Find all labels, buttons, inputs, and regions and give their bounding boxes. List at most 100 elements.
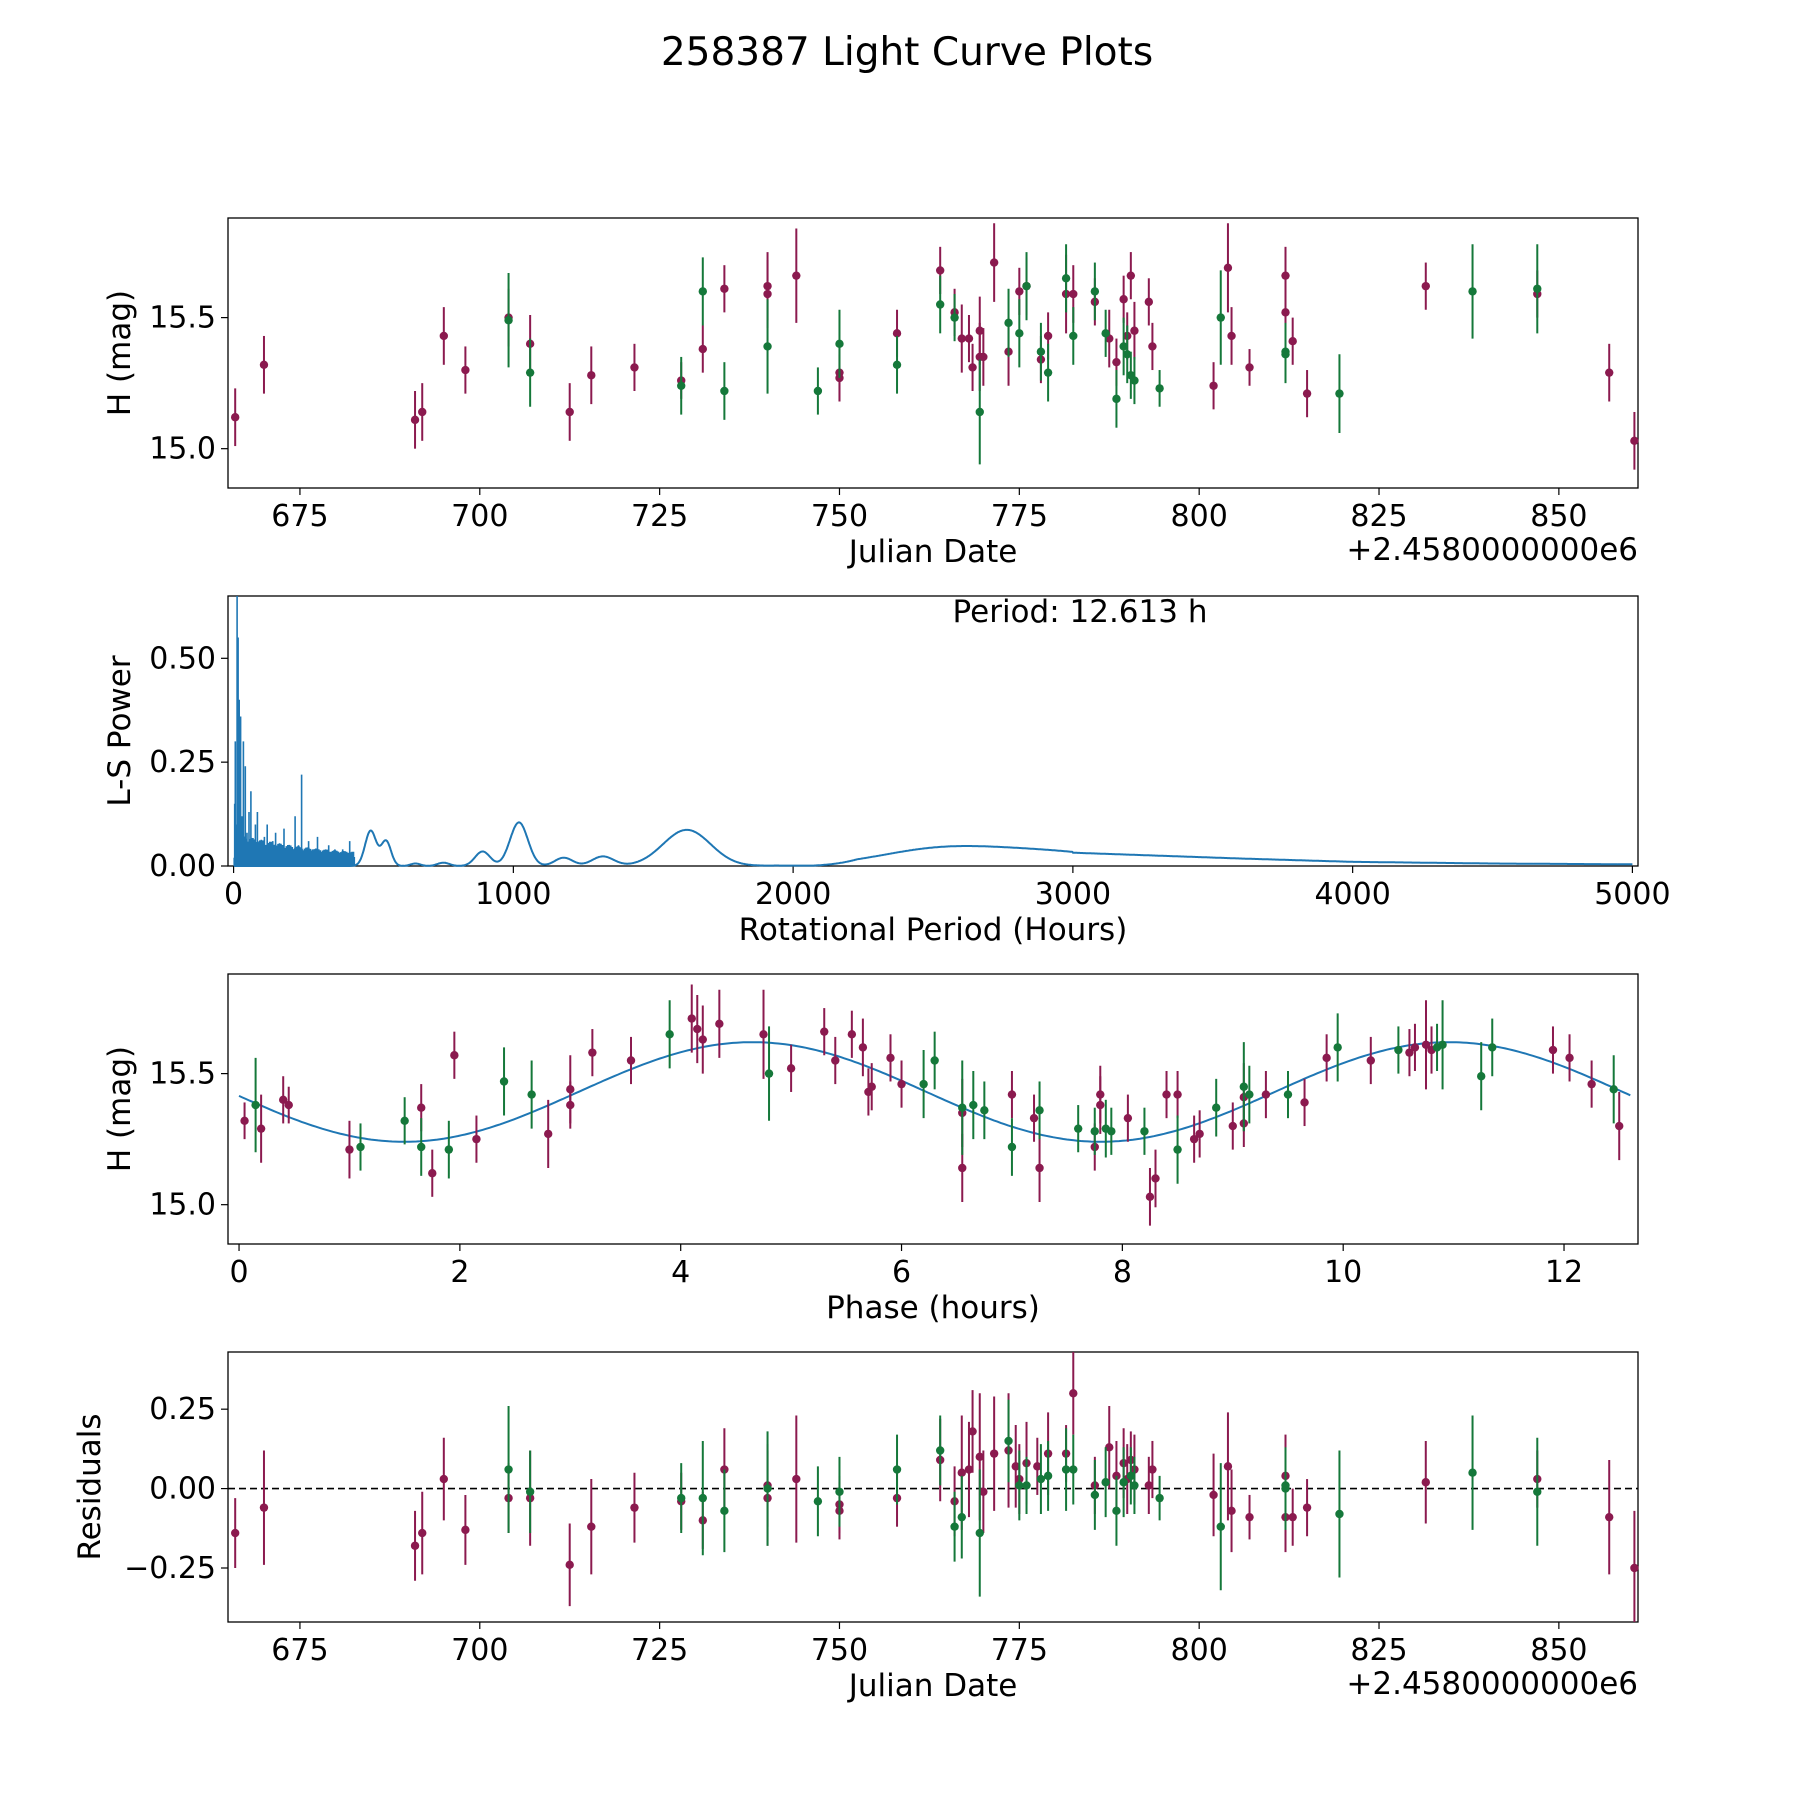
data-point xyxy=(1090,287,1100,296)
data-point xyxy=(957,1468,966,1477)
data-point xyxy=(428,1169,437,1178)
data-point xyxy=(1144,1481,1154,1490)
data-point xyxy=(417,1103,426,1112)
data-point xyxy=(630,1503,639,1512)
data-point xyxy=(256,1124,266,1133)
data-point xyxy=(544,1129,553,1139)
data-point xyxy=(1101,329,1110,338)
data-point xyxy=(1015,287,1024,296)
data-point xyxy=(1126,271,1136,280)
data-point xyxy=(1029,1113,1039,1123)
data-point xyxy=(1015,1481,1024,1490)
data-point xyxy=(1239,1082,1249,1091)
data-point xyxy=(786,1064,796,1073)
data-point xyxy=(1112,357,1121,367)
data-point xyxy=(1565,1053,1574,1063)
data-point xyxy=(565,1560,574,1570)
data-point xyxy=(1630,436,1639,446)
y-tick-label: 15.5 xyxy=(149,301,216,336)
data-point xyxy=(720,1506,729,1516)
data-point xyxy=(1302,389,1312,398)
data-point xyxy=(897,1079,906,1089)
data-point xyxy=(259,1503,269,1512)
lightcurve-frame xyxy=(227,217,1639,489)
data-point xyxy=(1283,1090,1293,1099)
data-point xyxy=(1155,1493,1164,1503)
data-point xyxy=(1148,1465,1157,1474)
data-point xyxy=(975,326,984,335)
data-point xyxy=(1615,1121,1624,1131)
x-tick-label: 700 xyxy=(451,499,508,534)
data-point xyxy=(410,415,420,425)
data-point xyxy=(626,1056,636,1065)
data-point xyxy=(1119,342,1128,351)
data-point xyxy=(1630,1563,1639,1573)
data-point xyxy=(1061,274,1071,283)
data-point xyxy=(1101,1478,1110,1487)
data-point xyxy=(1155,384,1164,393)
data-point xyxy=(1216,1522,1225,1531)
x-tick-label: 825 xyxy=(1350,1633,1407,1668)
data-point xyxy=(935,300,945,309)
data-point xyxy=(1245,363,1254,372)
x-tick-label: 2 xyxy=(450,1255,469,1290)
data-point xyxy=(1119,1478,1128,1487)
figure-title: 258387 Light Curve Plots xyxy=(661,30,1153,75)
data-point xyxy=(1015,329,1024,338)
data-point xyxy=(566,1085,575,1094)
phased-frame xyxy=(227,973,1639,1245)
data-point xyxy=(979,1487,988,1496)
data-point xyxy=(251,1100,260,1110)
residuals-xlabel: Julian Date xyxy=(847,1668,1018,1704)
data-point xyxy=(1605,368,1614,377)
lightcurve-ticks: 675 700 725 750 775 800 825 850 15.0 15.5 xyxy=(149,301,1587,534)
x-tick-label: 725 xyxy=(631,1633,688,1668)
data-point xyxy=(1090,1490,1100,1500)
data-point xyxy=(1209,1490,1218,1500)
data-point xyxy=(279,1095,288,1105)
data-point xyxy=(588,1048,597,1057)
data-point xyxy=(527,1090,536,1099)
data-point xyxy=(698,1493,707,1503)
data-point xyxy=(835,1487,844,1496)
data-point xyxy=(958,1103,967,1112)
data-point xyxy=(461,365,470,375)
data-point xyxy=(1195,1129,1204,1139)
data-point xyxy=(1605,1512,1614,1522)
x-tick-label: 800 xyxy=(1171,1633,1228,1668)
y-tick-label: −0.25 xyxy=(124,1551,216,1586)
data-point xyxy=(763,342,772,351)
data-point xyxy=(835,339,844,349)
data-point xyxy=(1022,1481,1031,1490)
data-point xyxy=(1173,1145,1182,1154)
x-tick-label: 6 xyxy=(892,1255,911,1290)
data-point xyxy=(630,363,639,372)
y-tick-label: 15.5 xyxy=(149,1057,216,1092)
data-point xyxy=(1144,297,1154,307)
data-point xyxy=(1162,1090,1171,1099)
data-point xyxy=(950,1522,959,1531)
x-tick-label: 850 xyxy=(1530,499,1587,534)
x-tick-label: 5000 xyxy=(1594,877,1670,912)
x-tick-label: 1000 xyxy=(475,877,551,912)
data-point xyxy=(1036,1474,1046,1484)
data-point xyxy=(1548,1045,1558,1055)
x-tick-label: 725 xyxy=(631,499,688,534)
data-point xyxy=(677,1493,686,1503)
data-point xyxy=(813,386,823,396)
x-tick-label: 800 xyxy=(1171,499,1228,534)
data-point xyxy=(1281,350,1290,359)
data-point xyxy=(975,1452,984,1462)
data-point xyxy=(1043,368,1053,377)
data-point xyxy=(1288,337,1297,346)
data-point xyxy=(958,1163,967,1173)
lightcurve-points xyxy=(230,223,1639,470)
data-point xyxy=(935,1446,945,1455)
data-point xyxy=(975,407,984,417)
x-tick-label: 775 xyxy=(991,499,1048,534)
data-point xyxy=(935,266,945,275)
data-point xyxy=(1533,1487,1542,1496)
phased-xlabel: Phase (hours) xyxy=(826,1290,1040,1326)
periodogram-panel: 0 1000 2000 3000 4000 5000 0.00 0.25 0.50 Period… xyxy=(102,594,1671,948)
data-point xyxy=(1405,1048,1414,1057)
